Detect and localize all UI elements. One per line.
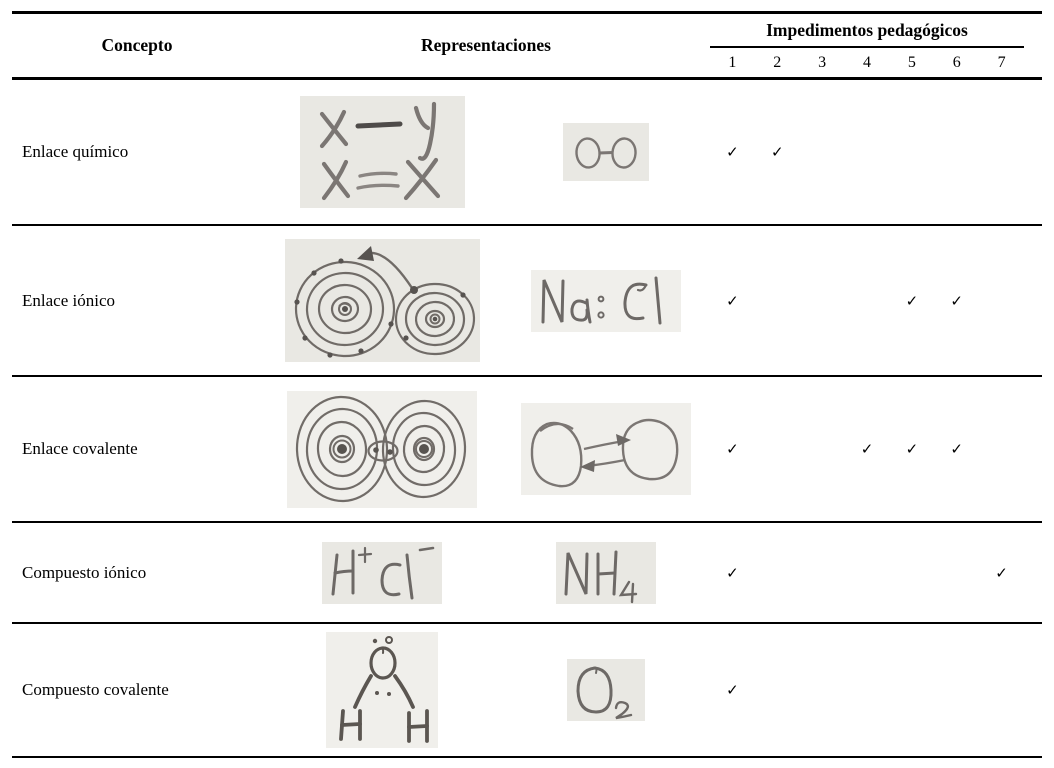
impediments-cell: ✓ ✓ [710,523,1042,622]
check-cell: ✓ [995,563,1008,582]
check-cell: ✓ [905,440,919,458]
table-row: Compuesto covalente [12,624,1042,758]
impediment-number: 7 [997,53,1006,71]
check-cell: ✓ [950,291,963,310]
concept-label: Compuesto iónico [22,562,147,582]
concept-table: Concepto Representaciones Impedimentos p… [12,11,1042,758]
concept-label: Enlace covalente [22,439,138,458]
impediment-number: 2 [773,53,782,71]
representations-cell [262,377,710,521]
table-row: Enlace iónico [12,226,1042,377]
impediment-number-row: 1 2 3 4 5 6 7 [710,48,1024,77]
table-row: Enlace covalente [12,377,1042,523]
sketch-h-cl-ions-handwriting [322,541,442,604]
header-representaciones: Representaciones [421,35,551,55]
sketch-xy-formula [299,96,465,208]
representations-cell [262,624,710,756]
check-cell: ✓ [860,440,874,458]
impediments-cell: ✓ ✓ ✓ ✓ [710,377,1042,521]
impediment-number: 3 [818,53,827,71]
sketch-o2-handwriting [567,659,645,721]
sketch-water-lewis [326,632,438,748]
table-row: Enlace químico [12,80,1042,226]
impediment-number: 5 [907,53,916,71]
concept-label: Enlace químico [22,142,129,161]
concept-label: Enlace iónico [22,290,115,310]
check-cell: ✓ [950,440,963,458]
sketch-spheres-double-arrows [521,403,691,495]
check-cell: ✓ [905,291,919,310]
representations-cell [262,523,710,622]
sketch-oo-dumbbell [563,123,649,181]
sketch-bohr-shared-pair [287,390,477,508]
representations-cell [262,226,710,375]
check-cell: ✓ [726,681,739,699]
impediments-cell: ✓ ✓ ✓ [710,226,1042,375]
header-concepto: Concepto [101,35,173,55]
impediments-cell: ✓ ✓ [710,80,1042,224]
table-row: Compuesto iónico [12,523,1042,624]
check-cell: ✓ [726,440,739,458]
check-cell: ✓ [726,143,739,161]
header-impedimentos: Impedimentos pedagógicos [710,14,1024,48]
check-cell: ✓ [726,563,739,582]
impediment-number: 6 [952,53,961,71]
concept-label: Compuesto covalente [22,680,169,699]
impediment-number: 1 [728,53,737,71]
check-cell: ✓ [770,143,784,161]
check-cell: ✓ [726,291,739,310]
table-header: Concepto Representaciones Impedimentos p… [12,14,1042,80]
representations-cell [262,80,710,224]
sketch-nh4-handwriting [556,541,656,604]
impediment-number: 4 [862,53,871,71]
impediments-cell: ✓ [710,624,1042,756]
sketch-bohr-electron-transfer [284,239,480,362]
sketch-na-cl-handwriting [531,269,681,332]
header-impedimentos-group: Impedimentos pedagógicos 1 2 3 4 5 6 7 [710,14,1042,77]
